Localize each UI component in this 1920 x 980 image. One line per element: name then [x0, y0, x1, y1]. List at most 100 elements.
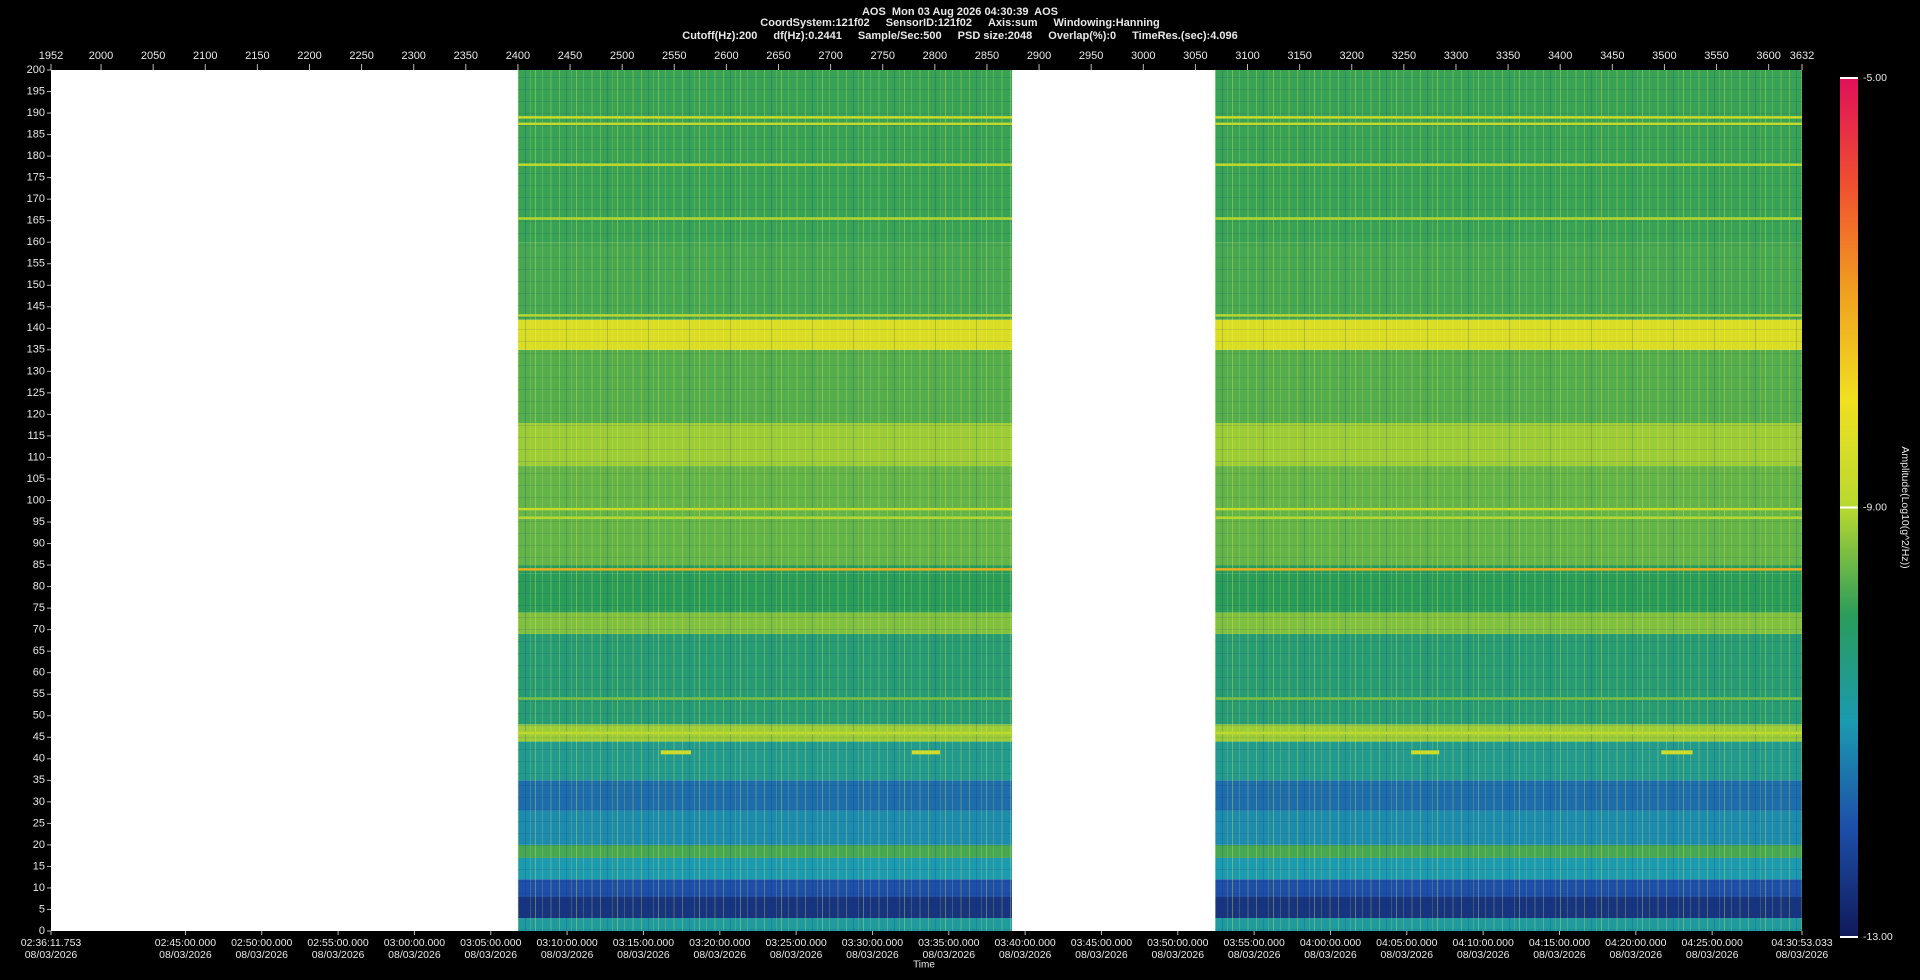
x-tick-label: 2800: [923, 50, 947, 62]
y-tick-label: 30: [33, 796, 45, 808]
y-tick-label: 105: [27, 473, 45, 485]
tone-line: [1215, 507, 1802, 511]
x2-tick-date: 08/03/2026: [999, 949, 1052, 961]
x-tick-label: 2000: [89, 50, 113, 62]
tone: [1411, 750, 1440, 755]
x2-tick-label: 04:15:00.000: [1529, 937, 1590, 949]
y-tick-label: 190: [27, 107, 45, 119]
x-tick-label: 3200: [1340, 50, 1364, 62]
y-tick-label: 15: [33, 860, 45, 872]
x2-tick-label: 03:05:00.000: [460, 937, 521, 949]
y-tick-label: 65: [33, 645, 45, 657]
x-tick-label: 3000: [1131, 50, 1155, 62]
y-tick-label: 150: [27, 279, 45, 291]
y-tick-label: 50: [33, 710, 45, 722]
y-tick-label: 125: [27, 387, 45, 399]
settings-item: TimeRes.(sec):4.096: [1132, 30, 1238, 42]
x2-tick-label: 03:35:00.000: [918, 937, 979, 949]
y-tick-label: 170: [27, 193, 45, 205]
x-tick-label: 2450: [558, 50, 582, 62]
y-tick-label: 80: [33, 581, 45, 593]
y-tick-label: 0: [39, 925, 45, 937]
x-tick-label: 3550: [1704, 50, 1728, 62]
tone-line: [517, 731, 1012, 735]
x2-tick-date: 08/03/2026: [1381, 949, 1434, 961]
x2-tick-label: 03:40:00.000: [994, 937, 1055, 949]
x-tick-label: 3450: [1600, 50, 1624, 62]
y-tick-label: 85: [33, 559, 45, 571]
x-tick-label: 2200: [297, 50, 321, 62]
y-tick-label: 140: [27, 322, 45, 334]
x2-tick-label: 02:45:00.000: [155, 937, 216, 949]
texture: [517, 70, 1012, 931]
y-tick-label: 115: [27, 430, 45, 442]
x-tick-label: 3050: [1183, 50, 1207, 62]
x2-tick-date: 08/03/2026: [770, 949, 823, 961]
y-tick-label: 195: [27, 85, 45, 97]
subtitle-item: Axis:sum: [988, 17, 1038, 29]
x2-tick-label: 03:20:00.000: [689, 937, 750, 949]
tone-line: [517, 568, 1012, 571]
x-tick-label: 2100: [193, 50, 217, 62]
x2-tick-date: 08/03/2026: [1152, 949, 1205, 961]
x2-tick-label: 02:55:00.000: [307, 937, 368, 949]
tone-line: [1215, 116, 1802, 119]
x2-tick-date: 08/03/2026: [159, 949, 212, 961]
tone-line: [1215, 217, 1802, 220]
y-tick-label: 40: [33, 753, 45, 765]
tone-line: [517, 217, 1012, 220]
y-tick-label: 185: [27, 128, 45, 140]
settings-item: df(Hz):0.2441: [773, 30, 841, 42]
x2-tick-date: 08/03/2026: [1457, 949, 1510, 961]
tone: [1661, 750, 1693, 755]
settings-item: Sample/Sec:500: [858, 30, 942, 42]
settings-item: PSD size:2048: [958, 30, 1033, 42]
x-tick-label: 2750: [870, 50, 894, 62]
x2-tick-date: 08/03/2026: [923, 949, 976, 961]
y-tick-label: 60: [33, 667, 45, 679]
y-tick-label: 135: [27, 344, 45, 356]
x-tick-label: 2400: [506, 50, 530, 62]
x-tick-label: 2900: [1027, 50, 1051, 62]
x2-tick-label: 04:00:00.000: [1300, 937, 1361, 949]
x2-tick-date: 08/03/2026: [1075, 949, 1128, 961]
x2-tick-date: 08/03/2026: [617, 949, 670, 961]
tone-line: [1215, 568, 1802, 571]
subtitle-item: Windowing:Hanning: [1053, 17, 1159, 29]
y-tick-label: 100: [27, 494, 45, 506]
x-tick-label: 3632: [1790, 50, 1814, 62]
tone-line: [1215, 122, 1802, 126]
y-tick-label: 175: [27, 172, 45, 184]
y-tick-label: 110: [27, 451, 45, 463]
x-tick-label: 3250: [1392, 50, 1416, 62]
x-tick-label: 2050: [141, 50, 165, 62]
colorbar-title: Amplitude(Log10(g^2/Hz)): [1899, 446, 1911, 568]
x-tick-label: 2550: [662, 50, 686, 62]
tone-line: [517, 507, 1012, 511]
x2-tick-label: 02:36:11.753: [21, 937, 82, 949]
y-tick-label: 10: [33, 882, 45, 894]
settings-item: Overlap(%):0: [1048, 30, 1116, 42]
x-tick-label: 2350: [454, 50, 478, 62]
x-tick-label: 3400: [1548, 50, 1572, 62]
tone-line: [1215, 516, 1802, 519]
x2-tick-date: 08/03/2026: [541, 949, 594, 961]
x-tick-label: 2950: [1079, 50, 1103, 62]
tone-line: [517, 122, 1012, 126]
x2-tick-label: 03:55:00.000: [1223, 937, 1284, 949]
texture: [1215, 70, 1802, 931]
x2-tick-label: 03:45:00.000: [1071, 937, 1132, 949]
x2-tick-label: 04:25:00.000: [1682, 937, 1743, 949]
x-tick-label: 3600: [1756, 50, 1780, 62]
tone-line: [1215, 314, 1802, 317]
x2-tick-label: 04:30:53.033: [1771, 937, 1832, 949]
x2-tick-label: 03:30:00.000: [842, 937, 903, 949]
colorbar-tick-label: -13.00: [1863, 931, 1893, 943]
x2-tick-label: 03:00:00.000: [384, 937, 445, 949]
subtitle-item: SensorID:121f02: [886, 17, 972, 29]
x2-tick-date: 08/03/2026: [1228, 949, 1281, 961]
x2-tick-date: 08/03/2026: [1304, 949, 1357, 961]
tone: [660, 750, 691, 755]
settings-item: Cutoff(Hz):200: [682, 30, 757, 42]
x2-tick-date: 08/03/2026: [235, 949, 288, 961]
